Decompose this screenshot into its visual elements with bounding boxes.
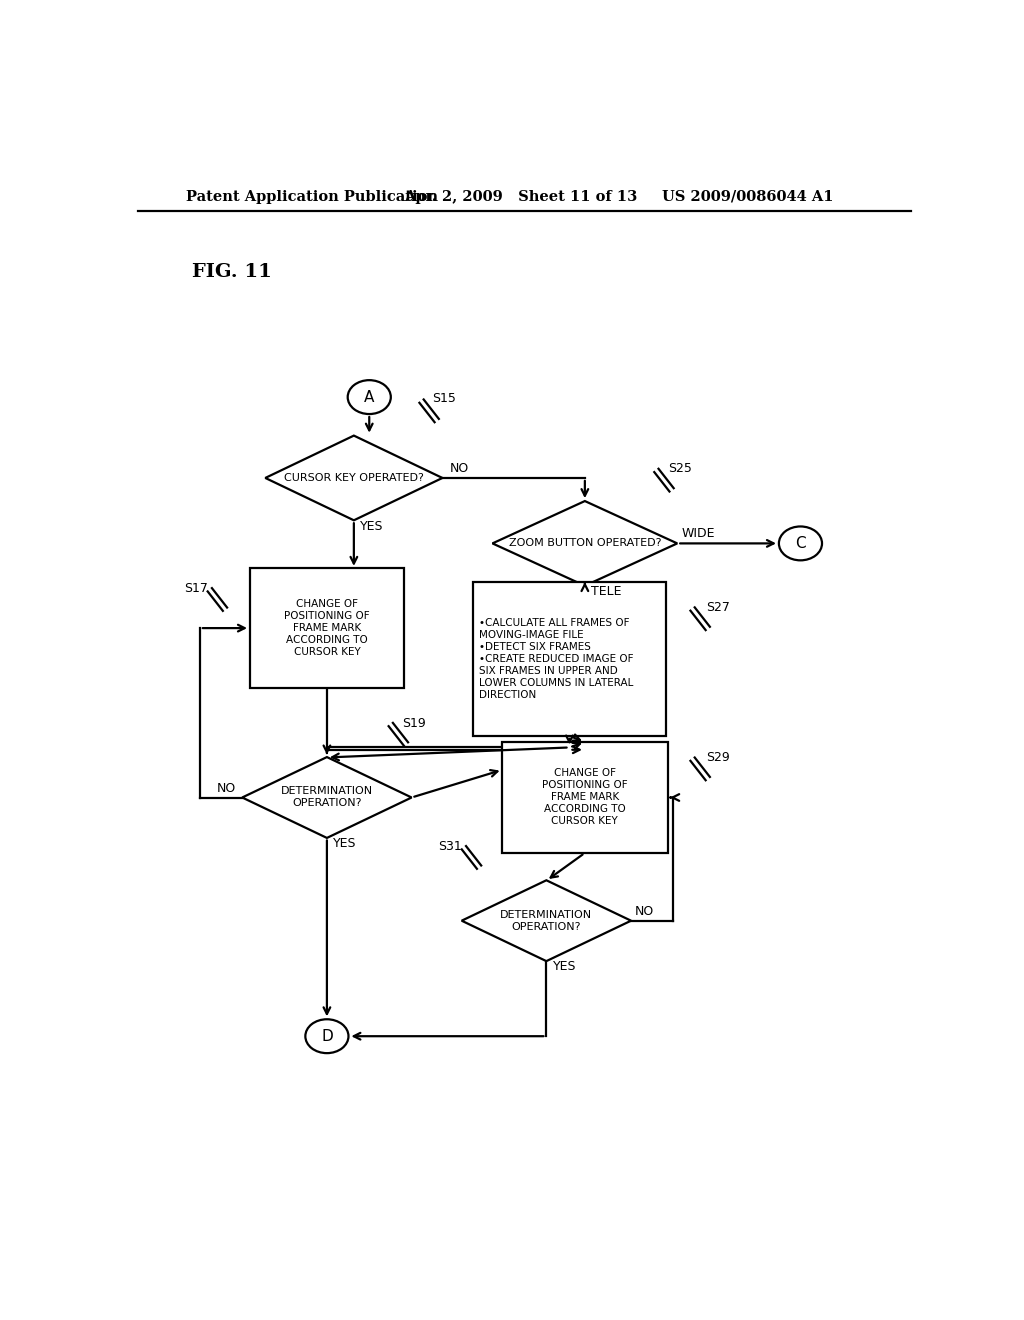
Bar (250, 569, 403, 688)
Text: YES: YES (360, 520, 384, 533)
Text: A: A (365, 389, 375, 405)
Text: NO: NO (451, 462, 469, 475)
Text: D: D (322, 1028, 333, 1044)
Polygon shape (265, 436, 442, 520)
Text: NO: NO (217, 781, 237, 795)
Text: S19: S19 (402, 717, 426, 730)
Text: YES: YES (553, 961, 577, 973)
Text: WIDE: WIDE (681, 527, 715, 540)
Ellipse shape (305, 1019, 348, 1053)
Text: S25: S25 (668, 462, 692, 475)
Text: FIG. 11: FIG. 11 (193, 264, 272, 281)
Text: TELE: TELE (591, 585, 622, 598)
Text: S29: S29 (706, 751, 729, 764)
Text: DETERMINATION
OPERATION?: DETERMINATION OPERATION? (281, 787, 373, 808)
Text: DETERMINATION
OPERATION?: DETERMINATION OPERATION? (501, 909, 593, 932)
Ellipse shape (348, 380, 391, 414)
Text: CHANGE OF
POSITIONING OF
FRAME MARK
ACCORDING TO
CURSOR KEY: CHANGE OF POSITIONING OF FRAME MARK ACCO… (542, 768, 628, 826)
Text: C: C (796, 536, 806, 550)
Polygon shape (493, 502, 677, 586)
Text: •CALCULATE ALL FRAMES OF
MOVING-IMAGE FILE
•DETECT SIX FRAMES
•CREATE REDUCED IM: •CALCULATE ALL FRAMES OF MOVING-IMAGE FI… (478, 618, 633, 700)
Text: YES: YES (333, 837, 356, 850)
Text: CURSOR KEY OPERATED?: CURSOR KEY OPERATED? (284, 473, 424, 483)
Bar (473, 582, 666, 737)
Text: S27: S27 (706, 601, 730, 614)
Text: S15: S15 (432, 392, 457, 405)
Text: NO: NO (635, 906, 654, 917)
Text: Apr. 2, 2009   Sheet 11 of 13: Apr. 2, 2009 Sheet 11 of 13 (403, 190, 637, 203)
Polygon shape (243, 758, 412, 838)
Text: S17: S17 (183, 582, 208, 594)
Text: US 2009/0086044 A1: US 2009/0086044 A1 (662, 190, 834, 203)
Ellipse shape (779, 527, 822, 561)
Text: CHANGE OF
POSITIONING OF
FRAME MARK
ACCORDING TO
CURSOR KEY: CHANGE OF POSITIONING OF FRAME MARK ACCO… (284, 599, 370, 657)
Text: Patent Application Publication: Patent Application Publication (186, 190, 438, 203)
Text: S31: S31 (438, 841, 462, 853)
Polygon shape (462, 880, 631, 961)
Text: ZOOM BUTTON OPERATED?: ZOOM BUTTON OPERATED? (509, 539, 662, 548)
Bar (502, 742, 668, 853)
